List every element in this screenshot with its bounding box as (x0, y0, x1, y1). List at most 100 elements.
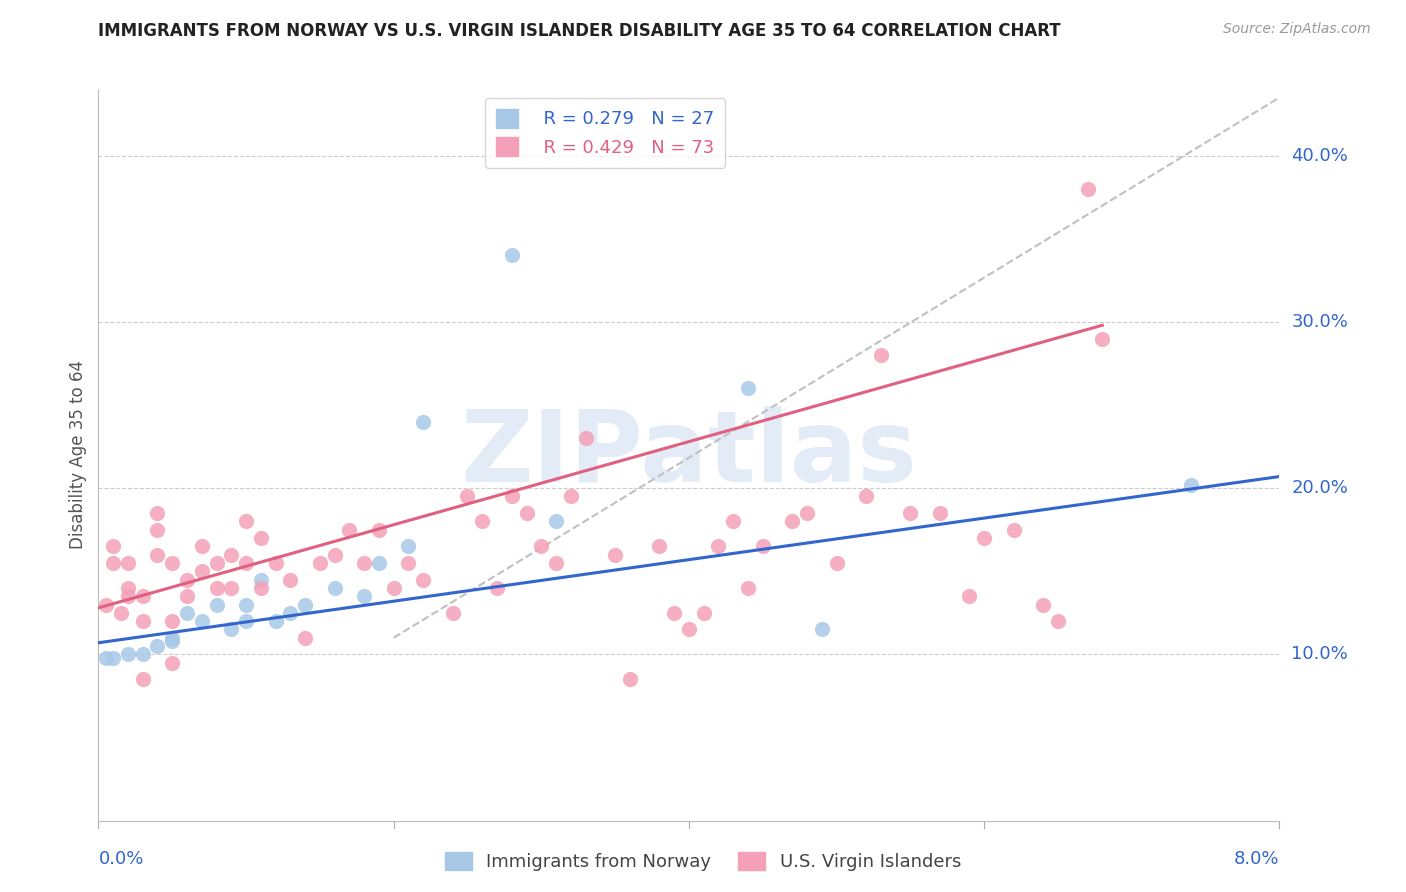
Point (191, 564, 214, 578)
Point (162, 656, 183, 670)
Point (1077, 182, 1099, 196)
Point (278, 606, 301, 620)
Point (117, 556, 139, 570)
Point (162, 631, 183, 645)
Point (574, 431, 596, 445)
Point (678, 623, 700, 637)
Point (235, 556, 257, 570)
Point (132, 648, 155, 662)
Point (219, 548, 242, 562)
Point (412, 415, 434, 429)
Point (110, 606, 132, 620)
Point (796, 506, 818, 520)
Point (205, 598, 228, 612)
Point (264, 556, 287, 570)
Point (693, 606, 716, 620)
Point (219, 581, 242, 595)
Point (782, 515, 804, 529)
Point (191, 539, 214, 553)
Point (219, 623, 242, 637)
Point (560, 490, 582, 504)
Point (367, 556, 389, 570)
Point (367, 523, 389, 537)
Text: 20.0%: 20.0% (1291, 479, 1348, 497)
Point (1032, 598, 1054, 612)
Point (250, 581, 273, 595)
Point (825, 556, 848, 570)
Point (605, 548, 627, 562)
Point (898, 506, 921, 520)
Point (235, 515, 257, 529)
Point (205, 581, 228, 595)
Point (132, 673, 155, 687)
Point (544, 556, 567, 570)
Point (146, 639, 169, 653)
Point (471, 515, 494, 529)
Point (205, 556, 228, 570)
Point (456, 490, 478, 504)
Point (737, 581, 759, 595)
Point (855, 490, 877, 504)
Point (176, 589, 198, 603)
Text: ZIPatlas: ZIPatlas (461, 407, 917, 503)
Point (353, 556, 375, 570)
Point (707, 539, 730, 553)
Point (94, 598, 117, 612)
Point (308, 556, 332, 570)
Point (278, 573, 301, 587)
Point (1002, 523, 1025, 537)
Point (619, 673, 641, 687)
Legend: Immigrants from Norway, U.S. Virgin Islanders: Immigrants from Norway, U.S. Virgin Isla… (437, 845, 969, 879)
Point (176, 606, 198, 620)
Point (162, 556, 183, 570)
Point (973, 531, 995, 545)
Point (721, 515, 744, 529)
Point (751, 539, 773, 553)
Y-axis label: Disability Age 35 to 64: Disability Age 35 to 64 (69, 360, 87, 549)
Point (530, 539, 553, 553)
Point (323, 548, 346, 562)
Point (146, 506, 169, 520)
Legend:   R = 0.279   N = 27,   R = 0.429   N = 73: R = 0.279 N = 27, R = 0.429 N = 73 (485, 98, 725, 168)
Point (103, 556, 124, 570)
Point (353, 589, 375, 603)
Point (810, 623, 832, 637)
Text: 8.0%: 8.0% (1234, 850, 1279, 868)
Text: IMMIGRANTS FROM NORWAY VS U.S. VIRGIN ISLANDER DISABILITY AGE 35 TO 64 CORRELATI: IMMIGRANTS FROM NORWAY VS U.S. VIRGIN IS… (98, 22, 1062, 40)
Point (176, 573, 198, 587)
Point (103, 650, 124, 665)
Point (250, 573, 273, 587)
Point (337, 523, 360, 537)
Point (132, 614, 155, 628)
Point (94, 650, 117, 665)
Point (382, 581, 405, 595)
Point (396, 539, 419, 553)
Point (146, 523, 169, 537)
Point (396, 556, 419, 570)
Text: 10.0%: 10.0% (1291, 646, 1348, 664)
Point (191, 614, 214, 628)
Point (294, 631, 316, 645)
Point (441, 606, 464, 620)
Text: 0.0%: 0.0% (98, 850, 143, 868)
Point (515, 506, 537, 520)
Point (648, 539, 671, 553)
Point (485, 581, 508, 595)
Point (103, 539, 124, 553)
Point (323, 581, 346, 595)
Point (264, 614, 287, 628)
Point (1180, 478, 1202, 492)
Point (250, 531, 273, 545)
Point (957, 589, 980, 603)
Point (412, 573, 434, 587)
Point (294, 598, 316, 612)
Point (501, 248, 523, 262)
Point (235, 614, 257, 628)
Point (162, 634, 183, 648)
Point (501, 490, 523, 504)
Point (117, 589, 139, 603)
Point (1091, 332, 1114, 346)
Point (146, 548, 169, 562)
Text: Source: ZipAtlas.com: Source: ZipAtlas.com (1223, 22, 1371, 37)
Point (544, 515, 567, 529)
